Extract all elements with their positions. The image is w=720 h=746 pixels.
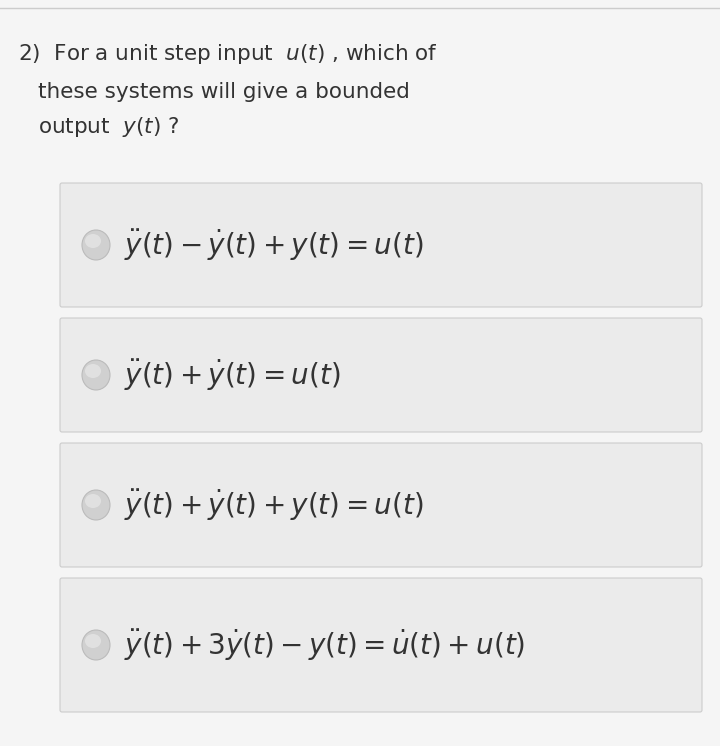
FancyBboxPatch shape <box>60 443 702 567</box>
Text: $\ddot{y}(t) + \dot{y}(t) = u(t)$: $\ddot{y}(t) + \dot{y}(t) = u(t)$ <box>124 357 341 392</box>
Text: 2)  For a unit step input  $u(t)$ , which of: 2) For a unit step input $u(t)$ , which … <box>18 42 438 66</box>
Ellipse shape <box>85 634 101 648</box>
Ellipse shape <box>82 630 110 660</box>
Text: $\ddot{y}(t) + \dot{y}(t) + y(t) = u(t)$: $\ddot{y}(t) + \dot{y}(t) + y(t) = u(t)$ <box>124 487 423 523</box>
Ellipse shape <box>85 494 101 508</box>
FancyBboxPatch shape <box>60 578 702 712</box>
Text: $\ddot{y}(t) + 3\dot{y}(t) - y(t) = \dot{u}(t) + u(t)$: $\ddot{y}(t) + 3\dot{y}(t) - y(t) = \dot… <box>124 627 526 662</box>
Text: $\ddot{y}(t) - \dot{y}(t) + y(t) = u(t)$: $\ddot{y}(t) - \dot{y}(t) + y(t) = u(t)$ <box>124 228 423 263</box>
Ellipse shape <box>82 490 110 520</box>
Ellipse shape <box>85 234 101 248</box>
FancyBboxPatch shape <box>60 318 702 432</box>
FancyBboxPatch shape <box>60 183 702 307</box>
Text: these systems will give a bounded: these systems will give a bounded <box>38 82 410 102</box>
Text: output  $y(t)$ ?: output $y(t)$ ? <box>38 115 179 139</box>
Ellipse shape <box>85 364 101 378</box>
Ellipse shape <box>82 230 110 260</box>
Ellipse shape <box>82 360 110 390</box>
